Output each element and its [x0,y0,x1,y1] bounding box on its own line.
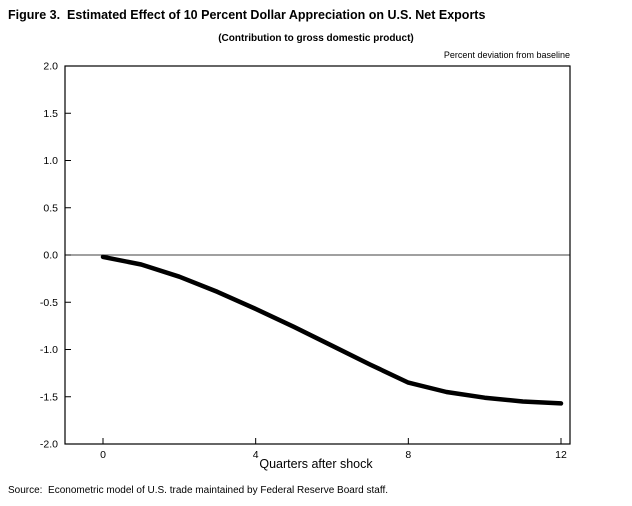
x-tick-label: 8 [405,449,411,461]
x-tick-label: 0 [100,449,106,461]
net-exports-data-line [100,254,564,406]
y-tick-label: -1.5 [40,391,58,403]
y-tick-label: -2.0 [40,439,58,451]
x-tick-label: 12 [555,449,567,461]
y-tick-label: -0.5 [40,297,58,309]
chart-title: Figure 3. Estimated Effect of 10 Percent… [8,8,486,22]
x-axis-label: Quarters after shock [259,457,373,471]
x-tick-label: 4 [253,449,259,461]
y-tick-label: 0.5 [43,202,58,214]
y-tick-label: 0.0 [43,250,58,262]
y-tick-label: 2.0 [43,61,58,73]
chart-subtitle: (Contribution to gross domestic product) [218,33,414,44]
y-axis-units-label: Percent deviation from baseline [443,50,570,60]
y-tick-label: -1.0 [40,344,58,356]
y-tick-label: 1.5 [43,108,58,120]
source-text: Source: Econometric model of U.S. trade … [8,485,388,496]
y-tick-label: 1.0 [43,155,58,167]
